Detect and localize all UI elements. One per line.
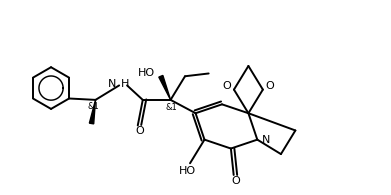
Text: H: H: [121, 79, 129, 90]
Text: N: N: [262, 135, 271, 145]
Text: O: O: [135, 126, 144, 136]
Text: &1: &1: [88, 102, 99, 111]
Text: HO: HO: [138, 68, 156, 78]
Text: N: N: [108, 79, 116, 90]
Text: HO: HO: [178, 166, 196, 176]
Polygon shape: [90, 100, 95, 124]
Text: O: O: [222, 81, 231, 91]
Text: O: O: [231, 176, 240, 186]
Text: O: O: [265, 81, 274, 91]
Polygon shape: [159, 75, 170, 100]
Text: &1: &1: [166, 103, 178, 112]
